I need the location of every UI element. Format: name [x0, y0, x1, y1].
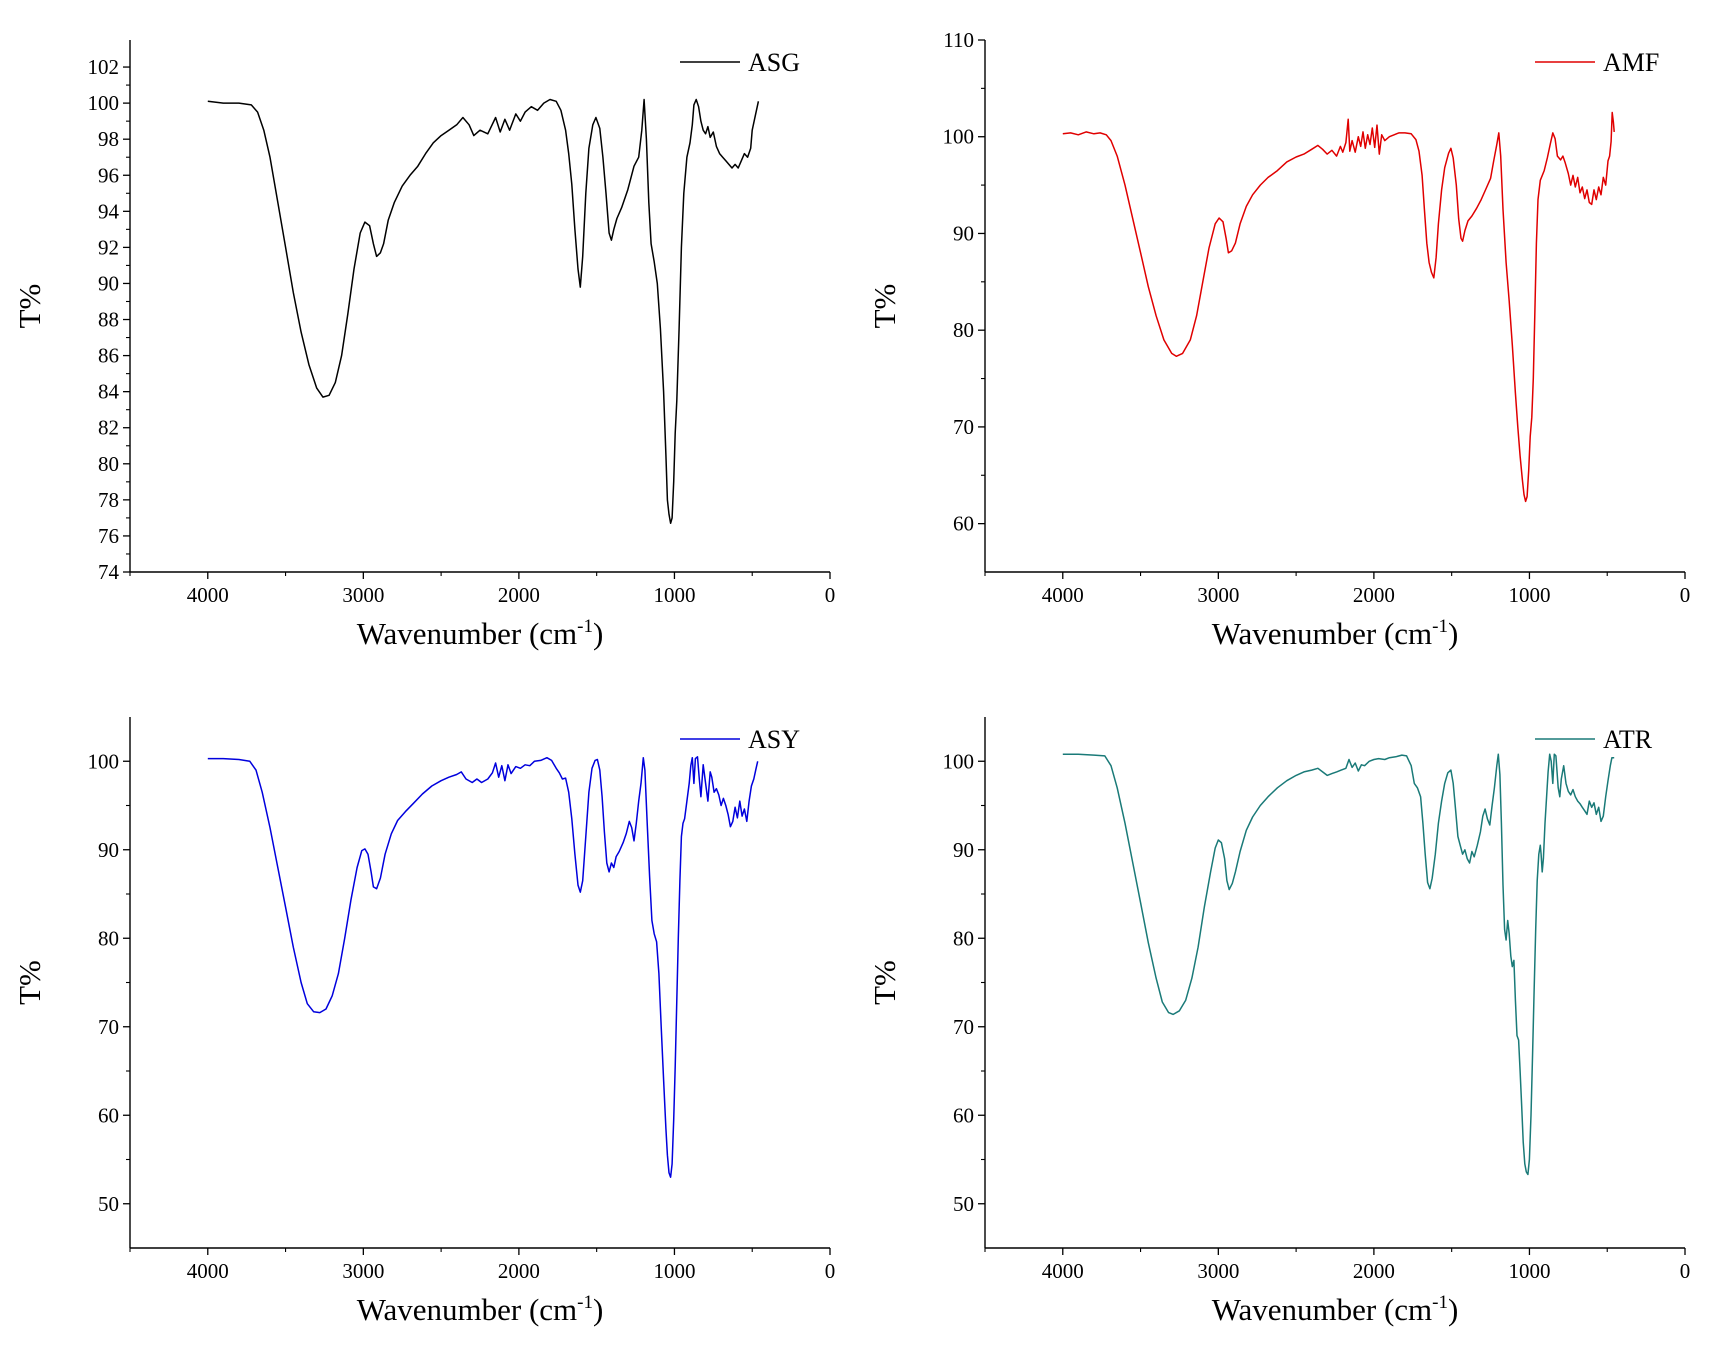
x-tick-label: 4000	[187, 1259, 229, 1283]
legend-label: ASG	[748, 48, 800, 77]
x-axis-title-sup: -1	[577, 1292, 593, 1313]
y-tick-label: 94	[98, 199, 120, 223]
x-tick-label: 4000	[1042, 583, 1084, 607]
y-tick-label: 96	[98, 163, 119, 187]
x-axis-title-sup: -1	[1432, 1292, 1448, 1313]
y-tick-label: 80	[953, 318, 974, 342]
x-axis-title-sup: -1	[577, 616, 593, 637]
x-axis-title-main: Wavenumber (cm	[357, 1292, 577, 1327]
x-tick-label: 1000	[1508, 1259, 1550, 1283]
x-tick-label: 1000	[1508, 583, 1550, 607]
x-tick-label: 3000	[1197, 1259, 1239, 1283]
y-tick-label: 60	[953, 512, 974, 536]
y-tick-label: 80	[953, 926, 974, 950]
y-tick-label: 76	[98, 524, 119, 548]
x-axis-title-close: )	[593, 1292, 603, 1327]
series-line-atr	[1062, 753, 1615, 1176]
x-tick-label: 2000	[1353, 1259, 1395, 1283]
x-tick-label: 1000	[653, 1259, 695, 1283]
x-tick-label: 0	[1680, 1259, 1691, 1283]
x-tick-label: 4000	[1042, 1259, 1084, 1283]
x-tick-label: 4000	[187, 583, 229, 607]
y-tick-label: 74	[98, 560, 120, 584]
x-axis-title-close: )	[1448, 616, 1458, 651]
x-tick-label: 2000	[1353, 583, 1395, 607]
x-axis-title-close: )	[1448, 1292, 1458, 1327]
y-tick-label: 84	[98, 380, 120, 404]
x-axis-title-main: Wavenumber (cm	[1212, 1292, 1432, 1327]
y-axis-title: T%	[12, 284, 47, 329]
x-tick-label: 3000	[342, 1259, 384, 1283]
x-axis-title-main: Wavenumber (cm	[357, 616, 577, 651]
y-tick-label: 70	[953, 415, 974, 439]
x-axis-title-sup: -1	[1432, 616, 1448, 637]
x-tick-label: 3000	[1197, 583, 1239, 607]
y-tick-label: 60	[953, 1103, 974, 1127]
y-axis-title: T%	[867, 284, 902, 329]
chart-panel-bottom-right: 50 60 70 80 90 100 4000 3000 2000 1000 0 Wavenumber…	[867, 717, 1690, 1327]
y-tick-label: 70	[953, 1015, 974, 1039]
y-tick-label: 82	[98, 416, 119, 440]
chart-panel-bottom-left: 50 60 70 80 90 100 4000 3000 2000 1000 0 Wavenumber…	[12, 717, 835, 1327]
legend-label: ASY	[748, 725, 800, 754]
y-tick-label: 100	[943, 749, 975, 773]
legend-label: ATR	[1603, 725, 1653, 754]
x-tick-label: 0	[1680, 583, 1691, 607]
chart-panel-top-right: 60 70 80 90 100 110 4000 3000 2000 1000 0 Wavenumbe…	[867, 28, 1690, 651]
series-line-asg	[207, 98, 760, 525]
y-tick-label: 90	[98, 838, 119, 862]
x-tick-label: 0	[825, 583, 836, 607]
x-axis-title: Wavenumber (cm-1)	[1212, 616, 1459, 651]
series-line-amf	[1062, 111, 1615, 503]
y-axis-title: T%	[867, 960, 902, 1005]
y-tick-label: 100	[943, 125, 975, 149]
y-tick-label: 50	[953, 1192, 974, 1216]
y-tick-label: 110	[943, 28, 974, 52]
y-tick-label: 90	[953, 221, 974, 245]
x-tick-label: 0	[825, 1259, 836, 1283]
y-tick-label: 78	[98, 488, 119, 512]
y-tick-label: 102	[88, 55, 120, 79]
y-tick-label: 100	[88, 749, 120, 773]
x-tick-label: 2000	[498, 583, 540, 607]
y-tick-label: 88	[98, 308, 119, 332]
x-axis-title: Wavenumber (cm-1)	[357, 616, 604, 651]
y-tick-label: 70	[98, 1015, 119, 1039]
y-tick-label: 90	[953, 838, 974, 862]
y-tick-label: 98	[98, 127, 119, 151]
x-axis-title-close: )	[593, 616, 603, 651]
y-tick-label: 80	[98, 452, 119, 476]
x-tick-label: 2000	[498, 1259, 540, 1283]
y-tick-label: 90	[98, 271, 119, 295]
x-tick-label: 3000	[342, 583, 384, 607]
y-tick-label: 50	[98, 1192, 119, 1216]
x-tick-label: 1000	[653, 583, 695, 607]
chart-panel-top-left: 74 76 78 80 82 84 86 88 90 92 94 96 98 100 102 4000 3000…	[12, 40, 835, 651]
y-tick-label: 100	[88, 91, 120, 115]
y-tick-label: 80	[98, 926, 119, 950]
x-axis-title: Wavenumber (cm-1)	[357, 1292, 604, 1327]
x-axis-title: Wavenumber (cm-1)	[1212, 1292, 1459, 1327]
y-axis-title: T%	[12, 960, 47, 1005]
y-tick-label: 60	[98, 1103, 119, 1127]
x-axis-title-main: Wavenumber (cm	[1212, 616, 1432, 651]
series-line-asy	[207, 756, 759, 1178]
legend-label: AMF	[1603, 48, 1659, 77]
y-tick-label: 92	[98, 235, 119, 259]
y-tick-label: 86	[98, 344, 119, 368]
